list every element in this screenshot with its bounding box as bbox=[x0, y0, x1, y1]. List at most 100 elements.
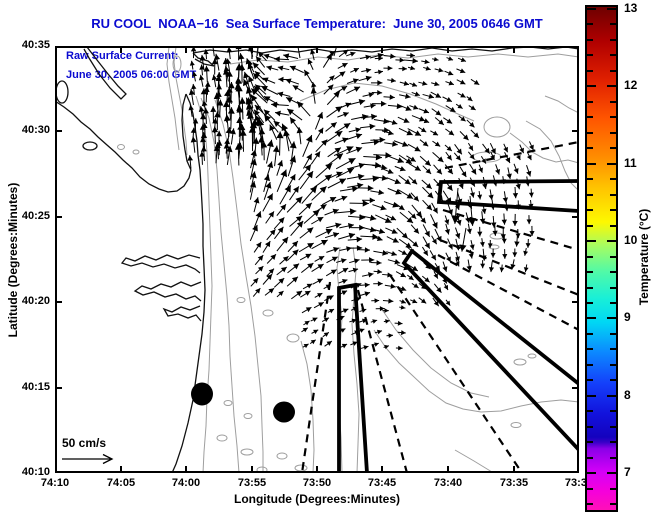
current-arrow-head bbox=[411, 265, 418, 271]
y-tick-label: 40:10 bbox=[21, 466, 50, 478]
colorbar-minor-tick bbox=[587, 348, 593, 351]
current-arrow-head bbox=[375, 154, 382, 161]
current-arrow-head bbox=[348, 232, 356, 239]
current-arrow-head bbox=[211, 74, 218, 81]
current-arrow-head bbox=[352, 78, 359, 84]
current-arrow-head bbox=[457, 103, 463, 109]
current-arrow-head bbox=[438, 67, 444, 73]
current-arrow-head bbox=[410, 248, 416, 254]
current-arrow-head bbox=[378, 69, 383, 75]
current-arrow-head bbox=[280, 267, 287, 273]
current-arrow-head bbox=[488, 266, 495, 273]
current-arrow-head bbox=[245, 102, 254, 110]
colorbar-minor-tick bbox=[587, 193, 593, 196]
current-arrow-head bbox=[257, 266, 264, 272]
current-arrow-head bbox=[528, 192, 534, 198]
current-arrow-head bbox=[392, 237, 399, 243]
colorbar-minor-tick bbox=[610, 441, 616, 444]
current-arrow-head bbox=[455, 155, 461, 161]
temperature-colorbar bbox=[585, 5, 618, 512]
colorbar-minor-tick bbox=[610, 209, 616, 212]
current-arrow-head bbox=[456, 148, 462, 155]
current-arrow-head bbox=[512, 220, 518, 227]
current-arrow-head bbox=[227, 107, 235, 114]
current-arrow-head bbox=[190, 46, 197, 52]
colorbar-major-tick bbox=[607, 162, 616, 165]
current-arrow-head bbox=[513, 168, 519, 174]
current-arrow-head bbox=[190, 127, 197, 133]
current-arrow-head bbox=[480, 263, 486, 269]
x-tick-label: 73:50 bbox=[302, 477, 332, 489]
current-arrow-head bbox=[295, 215, 303, 222]
current-arrow-head bbox=[481, 208, 487, 214]
current-arrow-head bbox=[359, 214, 366, 221]
current-arrow-head bbox=[492, 230, 498, 236]
current-arrow-head bbox=[341, 195, 348, 202]
colorbar-major-tick bbox=[587, 7, 596, 10]
current-arrow-head bbox=[319, 186, 327, 194]
current-arrow-head bbox=[210, 106, 217, 112]
colorbar-major-tick bbox=[587, 240, 596, 243]
current-arrow-head bbox=[266, 139, 274, 148]
x-axis-label: Longitude (Degrees:Minutes) bbox=[233, 492, 400, 506]
current-arrow-head bbox=[278, 290, 284, 296]
current-arrow-head bbox=[198, 106, 205, 112]
current-arrow-head bbox=[355, 127, 361, 133]
current-arrow-head bbox=[306, 171, 314, 179]
current-arrow-head bbox=[330, 269, 337, 275]
current-arrow-head bbox=[405, 242, 412, 249]
current-arrow-head bbox=[482, 183, 488, 189]
current-arrow-head bbox=[392, 202, 399, 208]
current-arrow-head bbox=[390, 215, 397, 221]
current-arrow-head bbox=[278, 278, 285, 284]
current-arrow-head bbox=[280, 204, 287, 211]
current-arrow-head bbox=[438, 119, 444, 125]
current-arrow-head bbox=[199, 151, 205, 157]
current-arrow-head bbox=[306, 227, 314, 234]
current-arrow-head bbox=[328, 309, 335, 314]
current-arrow-head bbox=[214, 142, 221, 149]
colorbar-minor-tick bbox=[587, 425, 593, 428]
current-arrow-head bbox=[236, 105, 243, 112]
current-arrow-head bbox=[289, 141, 297, 149]
current-arrow-head bbox=[253, 197, 260, 204]
current-arrow-head bbox=[328, 295, 334, 301]
current-arrow-head bbox=[217, 99, 224, 106]
colorbar-minor-tick bbox=[587, 255, 593, 258]
current-arrow-head bbox=[200, 145, 207, 152]
colorbar-major-tick bbox=[587, 394, 596, 397]
current-arrow-head bbox=[239, 129, 247, 136]
current-arrow-head bbox=[434, 81, 440, 87]
current-arrow-head bbox=[268, 288, 275, 294]
current-arrow-head bbox=[296, 290, 303, 297]
current-arrow-head bbox=[444, 228, 450, 235]
current-arrow-head bbox=[243, 71, 250, 79]
current-arrow-head bbox=[313, 329, 319, 335]
current-arrow-head bbox=[266, 193, 273, 201]
current-arrow bbox=[212, 46, 215, 57]
current-arrow-head bbox=[478, 167, 483, 173]
current-arrow-head bbox=[433, 273, 438, 279]
current-arrow-head bbox=[222, 100, 230, 108]
current-arrow-head bbox=[529, 144, 534, 151]
colorbar-minor-tick bbox=[610, 116, 616, 119]
y-tick-label: 40:25 bbox=[21, 210, 50, 222]
current-arrow-head bbox=[427, 192, 434, 199]
current-arrow-head bbox=[304, 290, 311, 296]
current-arrow-head bbox=[200, 132, 208, 139]
current-arrow-head bbox=[258, 136, 265, 143]
current-arrow-head bbox=[189, 60, 195, 66]
current-arrow-head bbox=[277, 91, 284, 98]
current-arrow-head bbox=[403, 80, 409, 86]
current-arrow-head bbox=[399, 166, 406, 172]
current-arrow-head bbox=[374, 342, 379, 347]
colorbar-minor-tick bbox=[610, 23, 616, 26]
current-arrow-head bbox=[446, 184, 453, 191]
colorbar-minor-tick bbox=[587, 503, 593, 506]
current-arrow-head bbox=[325, 163, 333, 171]
current-arrow-head bbox=[356, 236, 363, 243]
current-arrow-head bbox=[363, 345, 369, 350]
current-arrow-head bbox=[295, 196, 303, 204]
current-arrow-head bbox=[357, 182, 364, 189]
x-tick-label: 73:40 bbox=[433, 477, 463, 489]
